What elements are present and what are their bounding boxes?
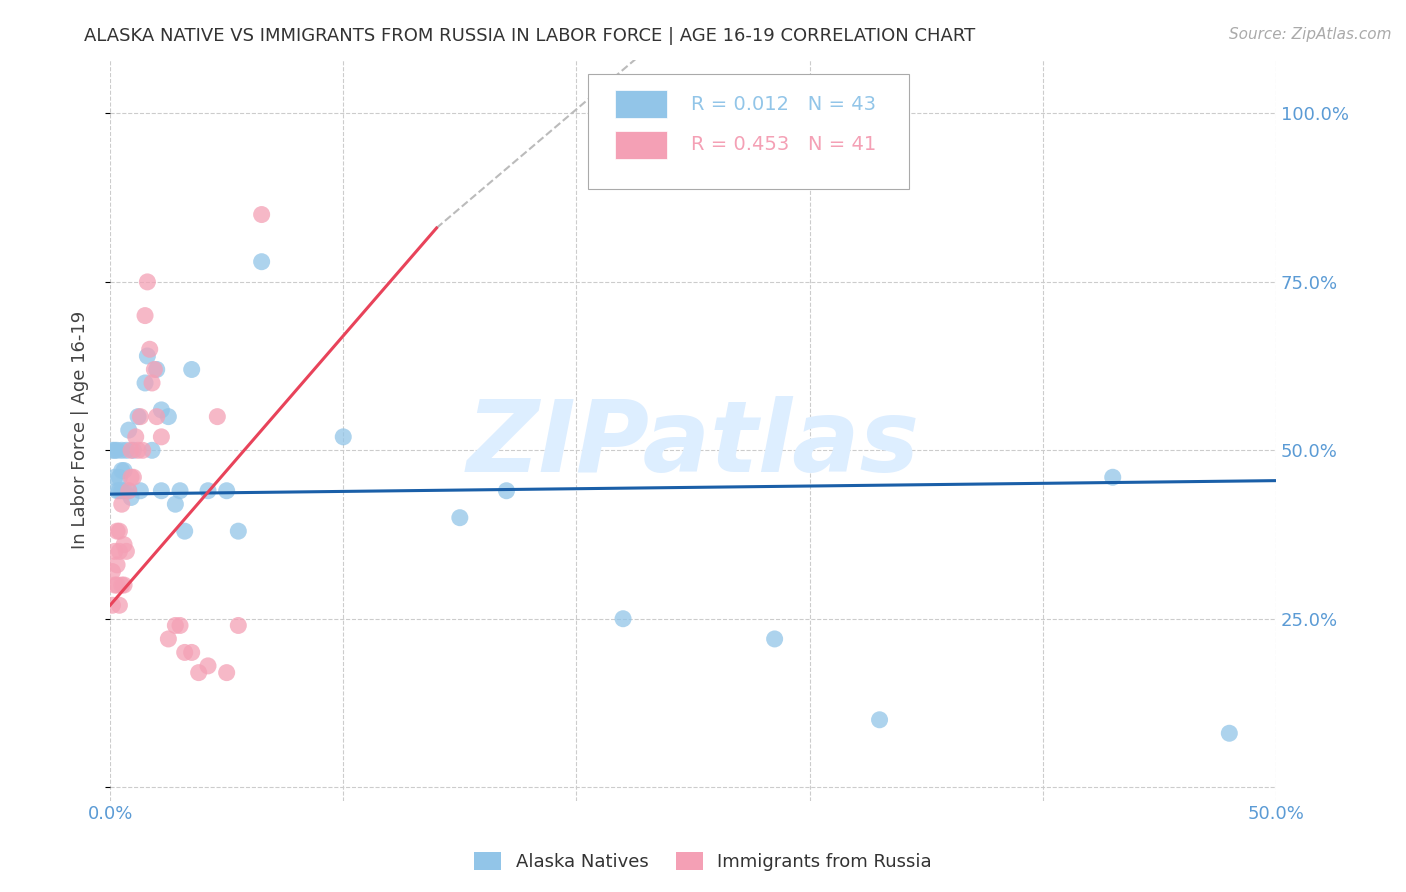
Point <box>197 483 219 498</box>
Point <box>207 409 229 424</box>
Point <box>104 443 127 458</box>
Text: Source: ZipAtlas.com: Source: ZipAtlas.com <box>1229 27 1392 42</box>
Point <box>228 524 250 538</box>
Point <box>112 538 135 552</box>
Point <box>118 483 141 498</box>
Point <box>129 483 152 498</box>
Point <box>111 578 134 592</box>
Text: ZIPatlas: ZIPatlas <box>467 396 920 493</box>
Point <box>120 491 142 505</box>
Point <box>150 483 173 498</box>
Point <box>105 483 128 498</box>
Point <box>105 524 128 538</box>
Point <box>612 612 634 626</box>
Point <box>118 423 141 437</box>
Point <box>157 632 180 646</box>
Point <box>165 497 187 511</box>
Text: R = 0.012   N = 43: R = 0.012 N = 43 <box>690 95 876 113</box>
Point <box>150 430 173 444</box>
FancyBboxPatch shape <box>614 90 668 118</box>
Point <box>332 430 354 444</box>
Point <box>869 713 891 727</box>
Point <box>215 665 238 680</box>
Legend: Alaska Natives, Immigrants from Russia: Alaska Natives, Immigrants from Russia <box>467 845 939 879</box>
FancyBboxPatch shape <box>614 131 668 159</box>
Point <box>111 497 134 511</box>
Point <box>104 578 127 592</box>
Point <box>136 275 159 289</box>
Point <box>169 483 191 498</box>
Point <box>122 470 145 484</box>
Point <box>115 544 138 558</box>
Point <box>145 409 167 424</box>
Point <box>112 463 135 477</box>
Point <box>157 409 180 424</box>
Point <box>215 483 238 498</box>
Point <box>105 578 128 592</box>
Point <box>112 578 135 592</box>
Point <box>101 599 124 613</box>
Point <box>1218 726 1240 740</box>
Point <box>180 645 202 659</box>
Point <box>120 443 142 458</box>
Point <box>108 483 131 498</box>
Point <box>449 510 471 524</box>
Point <box>138 343 160 357</box>
Point <box>127 443 149 458</box>
Point <box>118 483 141 498</box>
Point <box>173 645 195 659</box>
Point <box>132 443 155 458</box>
Point <box>134 376 156 390</box>
Point <box>143 362 166 376</box>
Point <box>111 463 134 477</box>
Point <box>187 665 209 680</box>
Point <box>104 544 127 558</box>
Point <box>141 376 163 390</box>
Point <box>108 599 131 613</box>
Point <box>134 309 156 323</box>
Point <box>165 618 187 632</box>
Y-axis label: In Labor Force | Age 16-19: In Labor Force | Age 16-19 <box>72 311 89 549</box>
Point <box>122 443 145 458</box>
Point <box>250 254 273 268</box>
Point <box>173 524 195 538</box>
Point <box>101 443 124 458</box>
Text: ALASKA NATIVE VS IMMIGRANTS FROM RUSSIA IN LABOR FORCE | AGE 16-19 CORRELATION C: ALASKA NATIVE VS IMMIGRANTS FROM RUSSIA … <box>84 27 976 45</box>
Point <box>150 403 173 417</box>
Point <box>180 362 202 376</box>
Point <box>105 558 128 572</box>
Point <box>115 443 138 458</box>
FancyBboxPatch shape <box>588 74 908 189</box>
Point <box>111 483 134 498</box>
Point <box>197 659 219 673</box>
Point <box>136 349 159 363</box>
Point <box>129 409 152 424</box>
Point <box>111 443 134 458</box>
Point <box>127 409 149 424</box>
Point <box>145 362 167 376</box>
Point <box>108 524 131 538</box>
Point <box>125 430 148 444</box>
Point <box>495 483 517 498</box>
Point <box>108 470 131 484</box>
Point <box>228 618 250 632</box>
Point <box>105 443 128 458</box>
Point <box>763 632 786 646</box>
Point <box>112 483 135 498</box>
Point <box>108 544 131 558</box>
Point <box>104 470 127 484</box>
Point <box>1101 470 1123 484</box>
Text: R = 0.453   N = 41: R = 0.453 N = 41 <box>690 136 876 154</box>
Point <box>141 443 163 458</box>
Point <box>169 618 191 632</box>
Point <box>250 208 273 222</box>
Point <box>101 565 124 579</box>
Point <box>120 470 142 484</box>
